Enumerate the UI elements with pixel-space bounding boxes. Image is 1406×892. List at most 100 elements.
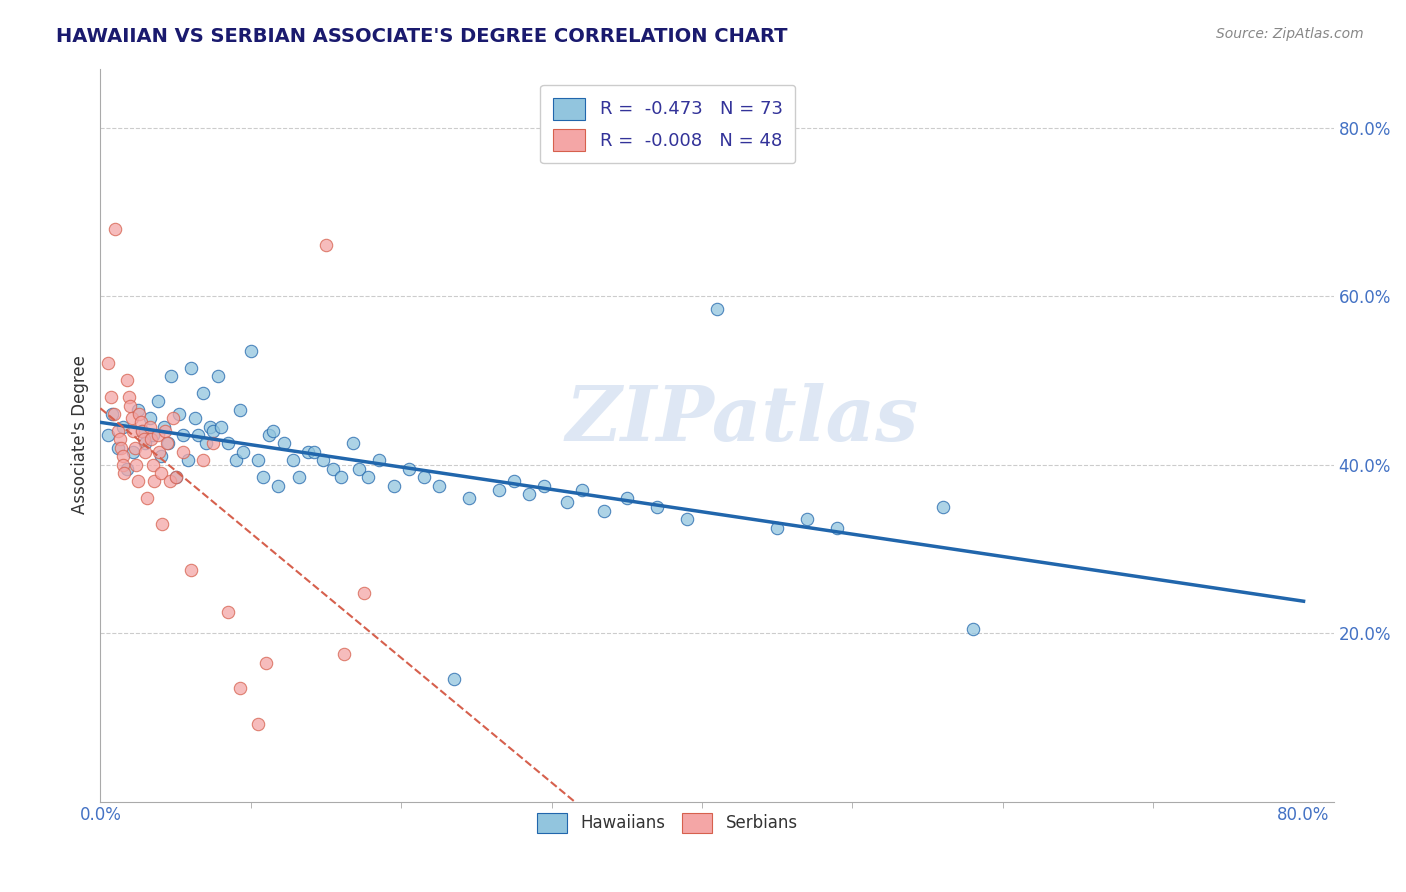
Point — [165, 470, 187, 484]
Point — [155, 436, 177, 450]
Point — [398, 462, 420, 476]
Point — [333, 647, 356, 661]
Point — [152, 419, 174, 434]
Point — [302, 445, 325, 459]
Point — [706, 301, 728, 316]
Point — [159, 475, 181, 489]
Point — [146, 394, 169, 409]
Point — [488, 483, 510, 497]
Point — [120, 399, 142, 413]
Point — [593, 504, 616, 518]
Point — [247, 453, 270, 467]
Point — [367, 453, 389, 467]
Point — [347, 462, 370, 476]
Point — [117, 373, 139, 387]
Point — [142, 458, 165, 472]
Point — [202, 424, 225, 438]
Point — [766, 521, 789, 535]
Point — [412, 470, 434, 484]
Point — [139, 411, 162, 425]
Point — [157, 436, 180, 450]
Point — [110, 441, 132, 455]
Point — [139, 419, 162, 434]
Point — [315, 238, 337, 252]
Point — [267, 478, 290, 492]
Point — [127, 402, 149, 417]
Point — [254, 656, 277, 670]
Point — [517, 487, 540, 501]
Point — [676, 512, 699, 526]
Point — [353, 585, 375, 599]
Point — [187, 428, 209, 442]
Point — [931, 500, 953, 514]
Point — [149, 466, 172, 480]
Point — [191, 385, 214, 400]
Point — [257, 428, 280, 442]
Point — [127, 475, 149, 489]
Text: HAWAIIAN VS SERBIAN ASSOCIATE'S DEGREE CORRELATION CHART: HAWAIIAN VS SERBIAN ASSOCIATE'S DEGREE C… — [56, 27, 787, 45]
Point — [162, 411, 184, 425]
Point — [103, 407, 125, 421]
Point — [262, 424, 284, 438]
Point — [457, 491, 479, 506]
Point — [141, 432, 163, 446]
Point — [111, 449, 134, 463]
Point — [239, 343, 262, 358]
Point — [107, 424, 129, 438]
Point — [180, 563, 202, 577]
Point — [184, 411, 207, 425]
Point — [555, 495, 578, 509]
Point — [209, 419, 232, 434]
Point — [172, 445, 194, 459]
Point — [232, 445, 254, 459]
Point — [134, 445, 156, 459]
Point — [97, 428, 120, 442]
Point — [281, 453, 304, 467]
Point — [128, 407, 150, 421]
Point — [194, 436, 217, 450]
Point — [202, 436, 225, 450]
Point — [125, 458, 148, 472]
Point — [111, 458, 134, 472]
Text: ZIPatlas: ZIPatlas — [565, 384, 918, 458]
Point — [148, 445, 170, 459]
Point — [134, 436, 156, 450]
Point — [191, 453, 214, 467]
Y-axis label: Associate's Degree: Associate's Degree — [72, 356, 89, 515]
Point — [229, 402, 252, 417]
Point — [108, 432, 131, 446]
Point — [149, 449, 172, 463]
Point — [645, 500, 668, 514]
Point — [247, 717, 270, 731]
Point — [330, 470, 353, 484]
Point — [176, 453, 198, 467]
Point — [131, 424, 153, 438]
Point — [180, 360, 202, 375]
Point — [111, 419, 134, 434]
Point — [443, 673, 465, 687]
Point — [796, 512, 818, 526]
Point — [117, 462, 139, 476]
Point — [122, 424, 145, 438]
Point — [143, 475, 166, 489]
Point — [273, 436, 295, 450]
Point — [107, 441, 129, 455]
Point — [322, 462, 344, 476]
Point — [124, 441, 146, 455]
Point — [100, 390, 122, 404]
Point — [150, 516, 173, 531]
Point — [142, 428, 165, 442]
Text: Source: ZipAtlas.com: Source: ZipAtlas.com — [1216, 27, 1364, 41]
Point — [229, 681, 252, 695]
Point — [312, 453, 335, 467]
Point — [217, 605, 239, 619]
Point — [962, 622, 984, 636]
Point — [207, 369, 229, 384]
Point — [342, 436, 364, 450]
Point — [160, 369, 183, 384]
Legend: Hawaiians, Serbians: Hawaiians, Serbians — [526, 801, 810, 845]
Point — [121, 411, 143, 425]
Point — [165, 470, 187, 484]
Point — [172, 428, 194, 442]
Point — [616, 491, 638, 506]
